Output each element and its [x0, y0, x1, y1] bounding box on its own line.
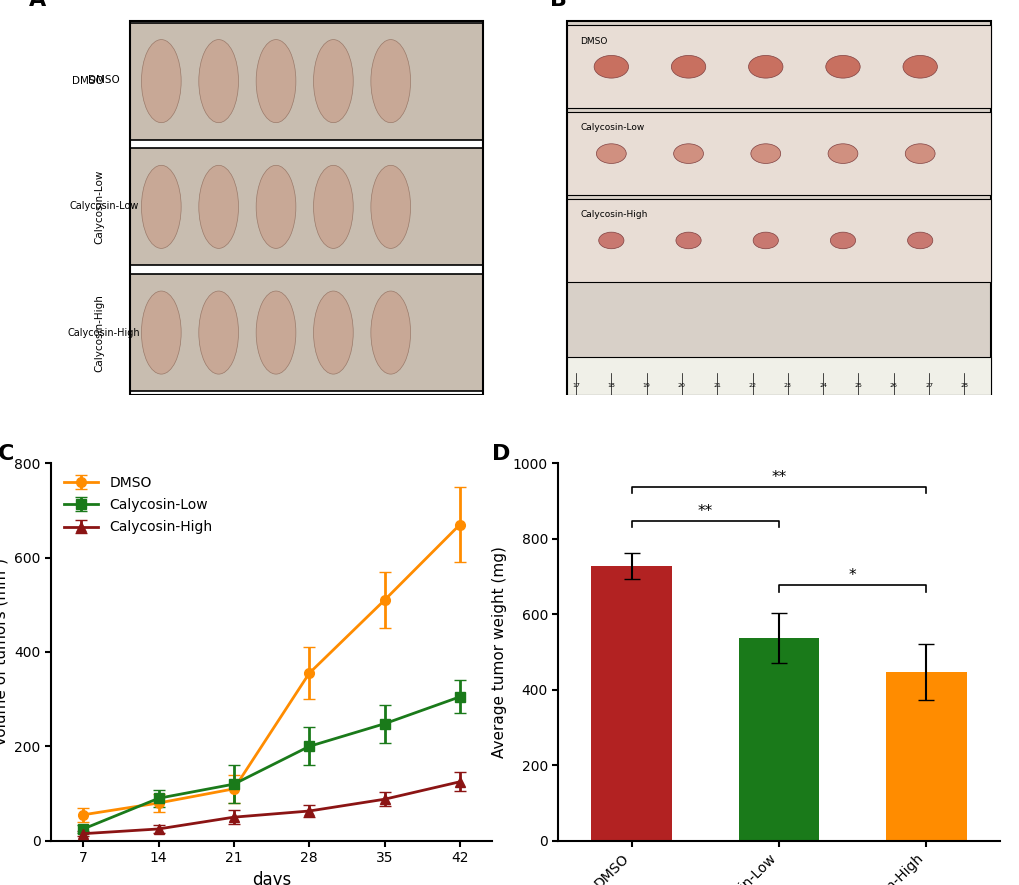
Ellipse shape [907, 232, 932, 249]
Bar [738, 638, 818, 841]
Ellipse shape [256, 165, 296, 249]
Text: DMSO: DMSO [88, 75, 119, 85]
Ellipse shape [750, 143, 780, 164]
FancyBboxPatch shape [567, 112, 989, 196]
Ellipse shape [142, 40, 181, 123]
Text: **: ** [770, 470, 786, 485]
Ellipse shape [142, 165, 181, 249]
Text: 26: 26 [889, 382, 897, 388]
Ellipse shape [256, 291, 296, 374]
Text: 28: 28 [960, 382, 967, 388]
Ellipse shape [371, 165, 411, 249]
FancyBboxPatch shape [567, 199, 989, 282]
Ellipse shape [371, 40, 411, 123]
Text: DMSO: DMSO [72, 76, 104, 86]
Ellipse shape [676, 232, 700, 249]
Text: 27: 27 [924, 382, 932, 388]
Text: Calycosin-Low: Calycosin-Low [580, 123, 644, 133]
Text: Calycosin-Low: Calycosin-Low [94, 170, 104, 244]
Text: *: * [848, 568, 856, 583]
Text: 25: 25 [854, 382, 861, 388]
Y-axis label: Volume of tumors (mm³): Volume of tumors (mm³) [0, 558, 8, 746]
FancyBboxPatch shape [130, 23, 483, 140]
Ellipse shape [829, 232, 855, 249]
Text: 20: 20 [678, 382, 685, 388]
Ellipse shape [142, 291, 181, 374]
Ellipse shape [905, 143, 934, 164]
Ellipse shape [671, 56, 705, 78]
Text: 23: 23 [783, 382, 791, 388]
Text: 18: 18 [607, 382, 614, 388]
Ellipse shape [199, 165, 238, 249]
Ellipse shape [371, 291, 411, 374]
Ellipse shape [902, 56, 936, 78]
Text: 22: 22 [748, 382, 756, 388]
Text: Calycosin-High: Calycosin-High [94, 294, 104, 372]
Ellipse shape [313, 165, 353, 249]
Text: Calycosin-High: Calycosin-High [67, 328, 141, 338]
Text: B: B [549, 0, 566, 10]
Text: Calycosin-High: Calycosin-High [580, 211, 647, 219]
FancyBboxPatch shape [130, 274, 483, 391]
Text: C: C [0, 444, 14, 465]
Y-axis label: Average tumor weight (mg): Average tumor weight (mg) [492, 546, 506, 758]
Ellipse shape [825, 56, 859, 78]
Bar [591, 566, 672, 841]
Text: 17: 17 [572, 382, 580, 388]
Text: DMSO: DMSO [580, 36, 607, 45]
Bar [884, 672, 966, 841]
Text: **: ** [697, 504, 712, 519]
Text: 24: 24 [818, 382, 826, 388]
Legend: DMSO, Calycosin-Low, Calycosin-High: DMSO, Calycosin-Low, Calycosin-High [58, 470, 218, 540]
Ellipse shape [827, 143, 857, 164]
Text: A: A [29, 0, 46, 10]
Text: Calycosin-Low: Calycosin-Low [69, 202, 139, 212]
Ellipse shape [313, 40, 353, 123]
Ellipse shape [593, 56, 628, 78]
Ellipse shape [199, 291, 238, 374]
Ellipse shape [673, 143, 703, 164]
Ellipse shape [313, 291, 353, 374]
Ellipse shape [596, 143, 626, 164]
FancyBboxPatch shape [567, 21, 989, 396]
Ellipse shape [752, 232, 777, 249]
Ellipse shape [748, 56, 783, 78]
FancyBboxPatch shape [567, 358, 989, 396]
FancyBboxPatch shape [567, 26, 989, 108]
FancyBboxPatch shape [130, 149, 483, 266]
Text: 21: 21 [712, 382, 720, 388]
Ellipse shape [199, 40, 238, 123]
Text: 19: 19 [642, 382, 650, 388]
Ellipse shape [598, 232, 624, 249]
X-axis label: days: days [252, 871, 291, 885]
Text: D: D [492, 444, 511, 465]
Ellipse shape [256, 40, 296, 123]
